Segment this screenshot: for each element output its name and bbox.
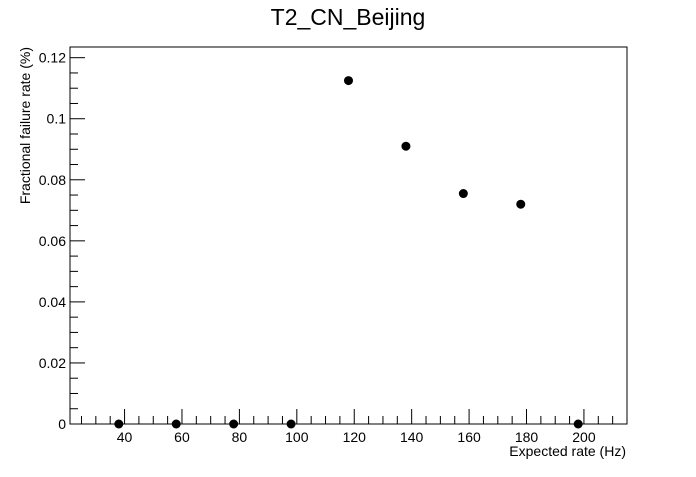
y-tick-label: 0.12	[39, 50, 66, 66]
axis-tick-labels: 40 60 80 100 120 140 160 180 200 0 0.02 0.04 0.06 0.0…	[39, 50, 596, 445]
data-point	[573, 419, 583, 429]
x-tick-label: 200	[572, 429, 596, 445]
x-tick-label: 120	[343, 429, 367, 445]
data-point	[516, 199, 526, 209]
x-tick-label: 80	[232, 429, 248, 445]
x-tick-label: 140	[400, 429, 424, 445]
y-tick-label: 0.06	[39, 233, 66, 249]
x-tick-label: 100	[285, 429, 309, 445]
data-point	[171, 419, 181, 429]
y-axis-label: Fractional failure rate (%)	[17, 47, 33, 204]
y-tick-label: 0.04	[39, 294, 66, 310]
x-tick-label: 40	[117, 429, 133, 445]
y-tick-label: 0.1	[47, 111, 67, 127]
x-axis-label: Expected rate (Hz)	[509, 443, 626, 459]
axis-ticks	[70, 57, 628, 425]
chart-title: T2_CN_Beijing	[271, 4, 426, 30]
plot-frame	[69, 46, 628, 425]
data-point	[286, 419, 296, 429]
y-tick-label: 0.08	[39, 172, 66, 188]
data-point	[229, 419, 239, 429]
x-tick-label: 160	[457, 429, 481, 445]
y-tick-label: 0	[58, 416, 66, 432]
x-tick-label: 60	[174, 429, 190, 445]
data-point	[114, 419, 124, 429]
x-tick-label: 180	[515, 429, 539, 445]
y-tick-label: 0.02	[39, 355, 66, 371]
data-point	[458, 189, 468, 199]
data-point	[344, 76, 353, 86]
data-point	[401, 141, 411, 151]
data-points	[114, 76, 583, 429]
